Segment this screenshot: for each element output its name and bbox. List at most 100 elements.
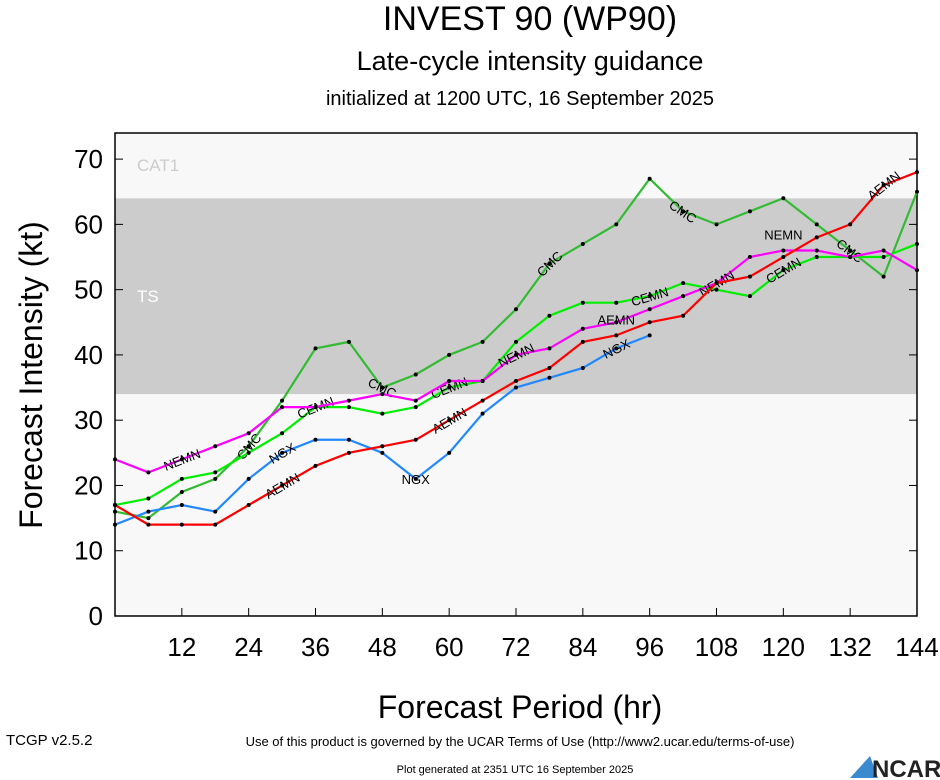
data-point: [514, 379, 518, 384]
data-point: [246, 444, 251, 449]
data-point: [580, 326, 585, 331]
band-label-cat1: CAT1: [137, 156, 179, 175]
data-point: [480, 411, 485, 416]
x-tick-label: 60: [435, 632, 464, 662]
data-point: [346, 339, 351, 344]
x-tick-label: 48: [368, 632, 397, 662]
data-point: [346, 398, 351, 403]
data-point: [280, 450, 285, 455]
data-point: [113, 503, 117, 508]
data-point: [547, 365, 552, 370]
data-point: [113, 522, 117, 527]
data-point: [714, 281, 719, 286]
data-point: [213, 476, 218, 481]
data-point: [413, 437, 418, 442]
y-tick-label: 60: [74, 209, 103, 239]
y-tick-label: 30: [74, 405, 103, 435]
data-point: [714, 287, 719, 292]
data-point: [179, 476, 184, 481]
data-point: [747, 274, 752, 279]
data-point: [213, 509, 218, 514]
data-point: [781, 196, 786, 201]
y-tick-label: 10: [74, 536, 103, 566]
data-point: [213, 470, 218, 475]
data-point: [146, 509, 151, 514]
data-point: [848, 255, 853, 260]
data-point: [280, 483, 285, 488]
data-point: [814, 235, 819, 240]
data-point: [614, 300, 619, 305]
data-point: [547, 346, 552, 351]
y-tick-label: 0: [89, 601, 103, 631]
version-label: TCGP v2.5.2: [6, 732, 92, 749]
data-point: [580, 300, 585, 305]
y-tick-label: 50: [74, 275, 103, 305]
data-point: [413, 372, 418, 377]
y-tick-label: 20: [74, 470, 103, 500]
data-point: [113, 457, 117, 462]
data-point: [280, 398, 285, 403]
data-point: [647, 294, 652, 299]
data-point: [848, 222, 853, 227]
data-point: [447, 379, 452, 384]
data-point: [380, 411, 385, 416]
x-axis-label: Forecast Period (hr): [378, 689, 663, 725]
data-point: [814, 222, 819, 227]
data-point: [280, 431, 285, 436]
x-tick-label: 12: [167, 632, 196, 662]
data-point: [547, 261, 552, 266]
y-tick-label: 40: [74, 340, 103, 370]
data-point: [246, 476, 251, 481]
data-point: [915, 170, 919, 175]
data-point: [246, 450, 251, 455]
x-tick-label: 96: [635, 632, 664, 662]
data-point: [480, 339, 485, 344]
data-point: [681, 209, 686, 214]
data-point: [647, 320, 652, 325]
data-point: [146, 470, 151, 475]
data-point: [146, 522, 151, 527]
data-point: [547, 375, 552, 380]
data-point: [614, 333, 619, 338]
generated-time: Plot generated at 2351 UTC 16 September …: [397, 764, 634, 776]
data-point: [714, 222, 719, 227]
data-point: [915, 189, 919, 194]
y-axis-label: Forecast Intensity (kt): [13, 221, 49, 529]
data-point: [681, 313, 686, 318]
data-point: [346, 437, 351, 442]
x-tick-label: 108: [695, 632, 738, 662]
data-point: [580, 339, 585, 344]
series-label-ngx: NGX: [402, 472, 431, 487]
data-point: [413, 398, 418, 403]
data-point: [146, 516, 151, 521]
data-point: [514, 352, 518, 357]
ncar-logo-text: NCAR: [872, 756, 940, 780]
band-cat1: [115, 133, 917, 199]
data-point: [881, 255, 886, 260]
data-point: [246, 431, 251, 436]
data-point: [747, 255, 752, 260]
data-point: [179, 522, 184, 527]
data-point: [246, 503, 251, 508]
data-point: [881, 248, 886, 253]
data-point: [447, 385, 452, 390]
data-point: [447, 418, 452, 423]
data-point: [480, 398, 485, 403]
data-point: [848, 248, 853, 253]
data-point: [514, 385, 518, 390]
ncar-logo: NCAR: [850, 756, 940, 780]
terms-of-use[interactable]: Use of this product is governed by the U…: [246, 734, 795, 749]
data-point: [313, 405, 318, 410]
data-point: [346, 405, 351, 410]
x-tick-label: 132: [828, 632, 871, 662]
band-label-ts: TS: [137, 287, 159, 306]
data-point: [380, 392, 385, 397]
data-point: [514, 339, 518, 344]
x-tick-label: 36: [301, 632, 330, 662]
series-label-nemn: NEMN: [764, 227, 802, 242]
data-point: [614, 320, 619, 325]
data-point: [747, 294, 752, 299]
data-point: [580, 241, 585, 246]
chart-subtitle: Late-cycle intensity guidance: [357, 46, 704, 76]
